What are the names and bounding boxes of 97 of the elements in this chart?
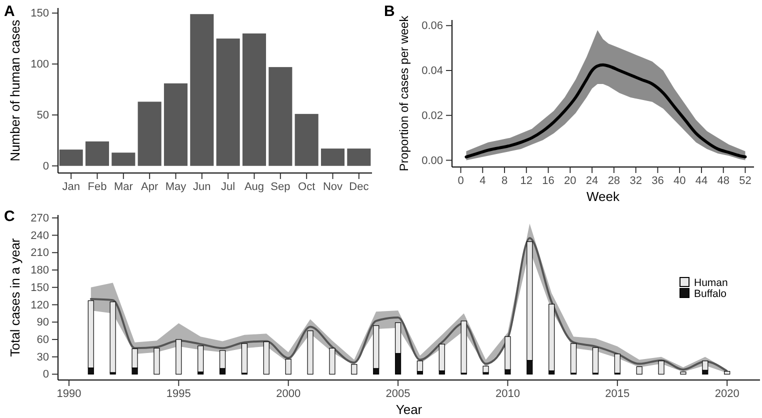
bar xyxy=(320,148,345,166)
bar xyxy=(242,33,266,166)
x-tick-label: 12 xyxy=(520,174,533,187)
bar xyxy=(307,330,314,375)
y-tick-label: 0.02 xyxy=(422,110,443,122)
x-tick-label: 52 xyxy=(739,174,752,187)
bar xyxy=(241,343,248,374)
y-tick-label: 0.04 xyxy=(422,65,443,78)
y-tick-label: 240 xyxy=(30,230,49,242)
bar xyxy=(658,360,664,375)
x-tick-label: 8 xyxy=(501,174,508,187)
x-tick-label: Dec xyxy=(349,180,370,193)
x-tick-label: 1995 xyxy=(166,388,191,400)
y-tick-label: 270 xyxy=(30,212,49,224)
x-tick-label: 28 xyxy=(608,174,620,187)
bar xyxy=(216,38,240,166)
bar xyxy=(138,102,162,166)
bar xyxy=(548,304,555,372)
bar xyxy=(438,344,445,372)
y-axis-title: Total cases in a year xyxy=(8,238,23,357)
y-tick-label: 150 xyxy=(30,282,49,294)
x-tick-label: Aug xyxy=(244,180,264,193)
y-tick-label: 150 xyxy=(30,8,49,20)
bar xyxy=(416,360,424,372)
bar xyxy=(110,302,116,373)
y-tick-label: 0.00 xyxy=(422,154,443,167)
bar xyxy=(164,83,188,166)
x-tick-label: 20 xyxy=(564,174,576,187)
x-tick-label: Mar xyxy=(114,180,134,193)
bar xyxy=(347,148,371,166)
bar xyxy=(268,67,292,166)
line-series xyxy=(464,63,747,158)
x-tick-label: 2010 xyxy=(495,388,520,400)
bar xyxy=(85,141,110,166)
x-tick-label: Jan xyxy=(62,180,80,193)
x-tick-label: Jun xyxy=(193,180,211,193)
bar xyxy=(482,366,489,373)
y-tick-label: 180 xyxy=(30,264,49,277)
y-tick-label: 100 xyxy=(30,58,49,71)
bar xyxy=(263,341,270,375)
bar xyxy=(351,364,358,375)
bar xyxy=(176,339,182,375)
y-tick-label: 0 xyxy=(42,160,49,172)
y-axis-title: Number of human cases xyxy=(8,19,23,162)
x-tick-label: 2015 xyxy=(605,388,630,400)
x-tick-label: May xyxy=(165,180,187,193)
x-tick-label: 48 xyxy=(717,174,730,187)
bar xyxy=(460,320,467,374)
y-tick-label: 60 xyxy=(36,334,49,346)
x-tick-label: 2005 xyxy=(386,388,410,400)
x-tick-label: 1990 xyxy=(56,388,82,400)
x-axis-title: Year xyxy=(396,402,423,417)
bar xyxy=(329,348,336,375)
bar xyxy=(285,358,292,375)
bar xyxy=(636,366,642,375)
y-tick-label: 0 xyxy=(42,368,49,381)
y-tick-label: 50 xyxy=(36,109,49,122)
bar xyxy=(724,371,730,375)
x-tick-label: 36 xyxy=(652,174,664,187)
bar xyxy=(294,114,318,166)
bar xyxy=(198,346,204,372)
y-tick-label: 0.06 xyxy=(422,20,443,32)
chart-title: C xyxy=(4,208,15,225)
x-tick-label: Nov xyxy=(322,180,344,193)
x-tick-label: 4 xyxy=(480,174,486,187)
x-tick-label: 44 xyxy=(695,174,708,187)
y-axis-title: Proportion of cases per week xyxy=(397,14,412,172)
x-tick-label: Sep xyxy=(270,180,290,193)
x-tick-label: Jul xyxy=(221,180,236,193)
x-tick-label: 0 xyxy=(458,174,464,187)
bar xyxy=(154,348,160,375)
bar xyxy=(702,360,708,370)
legend-label: Buffalo xyxy=(694,288,727,300)
x-tick-label: 16 xyxy=(542,174,554,187)
bar xyxy=(680,372,686,375)
bar xyxy=(112,152,136,166)
x-tick-label: 24 xyxy=(586,174,598,187)
bar xyxy=(190,14,214,166)
x-tick-label: 2000 xyxy=(276,388,301,400)
x-axis-title: Week xyxy=(586,189,620,204)
y-tick-label: 90 xyxy=(36,316,49,329)
chart-title: A xyxy=(4,3,15,20)
x-tick-label: 32 xyxy=(630,174,642,187)
chart-title: B xyxy=(384,3,395,20)
y-tick-label: 120 xyxy=(30,299,49,312)
bar xyxy=(570,343,577,374)
x-tick-label: Oct xyxy=(298,180,316,193)
legend-label: Human xyxy=(694,277,728,289)
y-tick-label: 30 xyxy=(36,351,49,364)
x-tick-label: 40 xyxy=(673,174,686,187)
bar xyxy=(592,347,599,374)
y-tick-label: 210 xyxy=(30,247,49,260)
bar xyxy=(614,354,620,374)
bar xyxy=(59,150,83,166)
x-tick-label: 2020 xyxy=(714,388,740,400)
x-tick-label: Apr xyxy=(141,180,158,193)
x-tick-label: Feb xyxy=(88,180,107,193)
